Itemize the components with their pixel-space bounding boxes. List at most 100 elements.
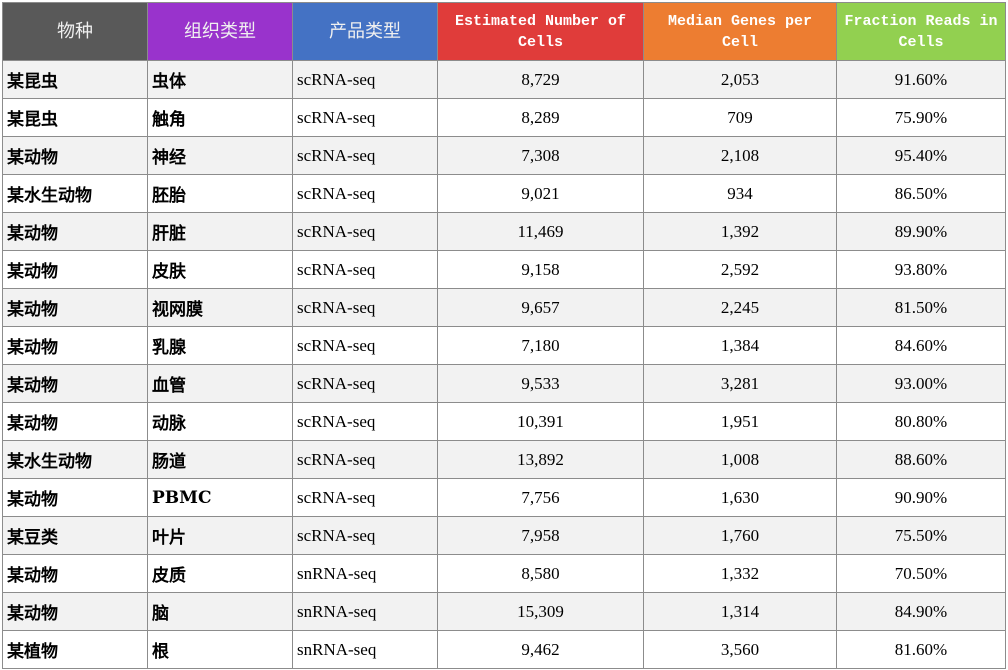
cell-species[interactable]: 某动物 [2, 592, 148, 631]
cell-tissue-type[interactable]: 虫体 [147, 60, 293, 99]
cell-species[interactable]: 某动物 [2, 326, 148, 365]
cell-product-type[interactable]: scRNA-seq [292, 478, 438, 517]
cell-species[interactable]: 某植物 [2, 630, 148, 669]
cell-estimated-cells[interactable]: 7,756 [437, 478, 644, 517]
cell-median-genes[interactable]: 1,630 [643, 478, 837, 517]
cell-product-type[interactable]: scRNA-seq [292, 136, 438, 175]
column-header-species[interactable]: 物种 [2, 2, 148, 61]
cell-estimated-cells[interactable]: 9,462 [437, 630, 644, 669]
cell-product-type[interactable]: scRNA-seq [292, 516, 438, 555]
cell-estimated-cells[interactable]: 15,309 [437, 592, 644, 631]
cell-fraction-reads[interactable]: 80.80% [836, 402, 1006, 441]
cell-fraction-reads[interactable]: 86.50% [836, 174, 1006, 213]
cell-estimated-cells[interactable]: 10,391 [437, 402, 644, 441]
cell-tissue-type[interactable]: 肝脏 [147, 212, 293, 251]
cell-tissue-type[interactable]: 动脉 [147, 402, 293, 441]
column-header-tissue-type[interactable]: 组织类型 [147, 2, 293, 61]
cell-tissue-type[interactable]: 叶片 [147, 516, 293, 555]
cell-median-genes[interactable]: 2,108 [643, 136, 837, 175]
cell-estimated-cells[interactable]: 9,158 [437, 250, 644, 289]
cell-median-genes[interactable]: 1,951 [643, 402, 837, 441]
cell-product-type[interactable]: scRNA-seq [292, 212, 438, 251]
cell-median-genes[interactable]: 2,053 [643, 60, 837, 99]
cell-estimated-cells[interactable]: 11,469 [437, 212, 644, 251]
cell-fraction-reads[interactable]: 70.50% [836, 554, 1006, 593]
cell-fraction-reads[interactable]: 84.60% [836, 326, 1006, 365]
cell-tissue-type[interactable]: 神经 [147, 136, 293, 175]
column-header-estimated-cells[interactable]: Estimated Number of Cells [437, 2, 644, 61]
cell-median-genes[interactable]: 1,760 [643, 516, 837, 555]
cell-species[interactable]: 某昆虫 [2, 98, 148, 137]
cell-median-genes[interactable]: 709 [643, 98, 837, 137]
cell-product-type[interactable]: scRNA-seq [292, 174, 438, 213]
cell-species[interactable]: 某豆类 [2, 516, 148, 555]
cell-tissue-type[interactable]: 胚胎 [147, 174, 293, 213]
cell-estimated-cells[interactable]: 8,729 [437, 60, 644, 99]
cell-estimated-cells[interactable]: 13,892 [437, 440, 644, 479]
cell-estimated-cells[interactable]: 9,021 [437, 174, 644, 213]
cell-species[interactable]: 某动物 [2, 212, 148, 251]
cell-species[interactable]: 某昆虫 [2, 60, 148, 99]
cell-fraction-reads[interactable]: 81.60% [836, 630, 1006, 669]
cell-species[interactable]: 某动物 [2, 402, 148, 441]
cell-species[interactable]: 某水生动物 [2, 174, 148, 213]
cell-fraction-reads[interactable]: 89.90% [836, 212, 1006, 251]
cell-product-type[interactable]: scRNA-seq [292, 60, 438, 99]
cell-fraction-reads[interactable]: 75.90% [836, 98, 1006, 137]
cell-product-type[interactable]: scRNA-seq [292, 326, 438, 365]
cell-estimated-cells[interactable]: 7,308 [437, 136, 644, 175]
cell-tissue-type[interactable]: 乳腺 [147, 326, 293, 365]
cell-estimated-cells[interactable]: 8,289 [437, 98, 644, 137]
column-header-fraction-reads[interactable]: Fraction Reads in Cells [836, 2, 1006, 61]
column-header-product-type[interactable]: 产品类型 [292, 2, 438, 61]
cell-estimated-cells[interactable]: 9,533 [437, 364, 644, 403]
cell-estimated-cells[interactable]: 7,958 [437, 516, 644, 555]
cell-fraction-reads[interactable]: 90.90% [836, 478, 1006, 517]
cell-fraction-reads[interactable]: 95.40% [836, 136, 1006, 175]
cell-estimated-cells[interactable]: 8,580 [437, 554, 644, 593]
cell-median-genes[interactable]: 1,392 [643, 212, 837, 251]
cell-median-genes[interactable]: 3,281 [643, 364, 837, 403]
cell-tissue-type[interactable]: 脑 [147, 592, 293, 631]
cell-tissue-type[interactable]: PBMC [147, 478, 293, 517]
cell-species[interactable]: 某动物 [2, 288, 148, 327]
cell-fraction-reads[interactable]: 91.60% [836, 60, 1006, 99]
cell-species[interactable]: 某动物 [2, 364, 148, 403]
cell-fraction-reads[interactable]: 93.80% [836, 250, 1006, 289]
cell-species[interactable]: 某动物 [2, 554, 148, 593]
cell-estimated-cells[interactable]: 7,180 [437, 326, 644, 365]
cell-median-genes[interactable]: 1,008 [643, 440, 837, 479]
cell-species[interactable]: 某动物 [2, 478, 148, 517]
cell-tissue-type[interactable]: 肠道 [147, 440, 293, 479]
cell-median-genes[interactable]: 934 [643, 174, 837, 213]
cell-product-type[interactable]: scRNA-seq [292, 364, 438, 403]
cell-product-type[interactable]: snRNA-seq [292, 630, 438, 669]
cell-tissue-type[interactable]: 视网膜 [147, 288, 293, 327]
cell-tissue-type[interactable]: 血管 [147, 364, 293, 403]
cell-fraction-reads[interactable]: 93.00% [836, 364, 1006, 403]
cell-species[interactable]: 某动物 [2, 250, 148, 289]
cell-tissue-type[interactable]: 皮肤 [147, 250, 293, 289]
cell-estimated-cells[interactable]: 9,657 [437, 288, 644, 327]
cell-median-genes[interactable]: 1,314 [643, 592, 837, 631]
cell-product-type[interactable]: scRNA-seq [292, 440, 438, 479]
cell-fraction-reads[interactable]: 88.60% [836, 440, 1006, 479]
cell-median-genes[interactable]: 3,560 [643, 630, 837, 669]
cell-tissue-type[interactable]: 皮质 [147, 554, 293, 593]
cell-product-type[interactable]: scRNA-seq [292, 98, 438, 137]
cell-fraction-reads[interactable]: 81.50% [836, 288, 1006, 327]
cell-tissue-type[interactable]: 触角 [147, 98, 293, 137]
cell-species[interactable]: 某水生动物 [2, 440, 148, 479]
cell-median-genes[interactable]: 2,592 [643, 250, 837, 289]
cell-product-type[interactable]: snRNA-seq [292, 554, 438, 593]
cell-species[interactable]: 某动物 [2, 136, 148, 175]
column-header-median-genes[interactable]: Median Genes per Cell [643, 2, 837, 61]
cell-median-genes[interactable]: 1,384 [643, 326, 837, 365]
cell-product-type[interactable]: scRNA-seq [292, 250, 438, 289]
cell-median-genes[interactable]: 2,245 [643, 288, 837, 327]
cell-fraction-reads[interactable]: 84.90% [836, 592, 1006, 631]
cell-median-genes[interactable]: 1,332 [643, 554, 837, 593]
cell-product-type[interactable]: scRNA-seq [292, 402, 438, 441]
cell-fraction-reads[interactable]: 75.50% [836, 516, 1006, 555]
cell-product-type[interactable]: snRNA-seq [292, 592, 438, 631]
